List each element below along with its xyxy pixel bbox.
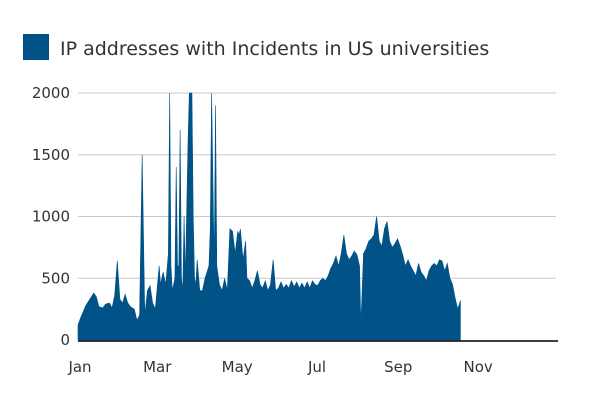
x-tick-label-jan: Jan [67,358,91,376]
y-tick-label-500: 500 [41,269,70,287]
gridlines [78,92,556,279]
y-tick-label-1000: 1000 [32,208,70,226]
x-tick-label-may: May [222,358,253,376]
x-axis-ticks: Jan Mar May Jul Sep Nov [67,358,492,376]
y-tick-label-2000: 2000 [32,84,70,102]
x-tick-label-sep: Sep [384,358,412,376]
x-tick-label-nov: Nov [463,358,492,376]
x-tick-label-mar: Mar [143,358,172,376]
y-tick-label-1500: 1500 [32,146,70,164]
x-tick-label-jul: Jul [307,358,326,376]
y-tick-label-0: 0 [60,331,70,349]
legend-swatch [23,34,49,60]
incidents-area [77,92,461,341]
legend-label: IP addresses with Incidents in US univer… [60,38,489,60]
y-axis-ticks: 0 500 1000 1500 2000 [32,84,70,349]
